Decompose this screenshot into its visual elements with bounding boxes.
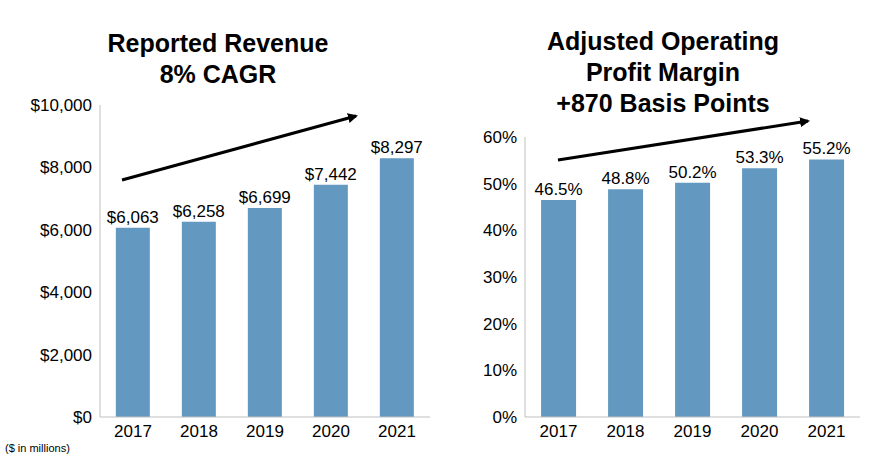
svg-text:48.8%: 48.8% [601,169,649,188]
svg-text:$6,258: $6,258 [173,202,225,221]
svg-text:46.5%: 46.5% [534,180,582,199]
html-text:Profit Margin: Profit Margin [585,58,741,86]
svg-text:50.2%: 50.2% [668,163,716,182]
svg-text:2021: 2021 [378,422,416,441]
svg-text:40%: 40% [483,221,517,240]
svg-text:2020: 2020 [312,422,350,441]
svg-text:2017: 2017 [114,422,152,441]
svg-text:$6,000: $6,000 [40,221,92,240]
svg-text:$2,000: $2,000 [40,346,92,365]
svg-text:0%: 0% [492,408,517,427]
svg-text:2018: 2018 [607,422,645,441]
html-text:($ in millions): ($ in millions) [5,442,70,454]
svg-text:$8,297: $8,297 [371,138,423,157]
svg-text:2021: 2021 [808,422,846,441]
svg-text:2017: 2017 [540,422,578,441]
svg-text:2018: 2018 [180,422,218,441]
svg-text:50%: 50% [483,175,517,194]
svg-text:$4,000: $4,000 [40,283,92,302]
svg-text:20%: 20% [483,315,517,334]
svg-text:$0: $0 [73,408,92,427]
svg-text:55.2%: 55.2% [802,139,850,158]
html-text:Reported Revenue: Reported Revenue [107,29,329,57]
svg-text:$10,000: $10,000 [31,96,92,115]
svg-text:$8,000: $8,000 [40,158,92,177]
html-text:8% CAGR: 8% CAGR [159,60,277,88]
svg-text:$6,699: $6,699 [239,188,291,207]
html-text:Adjusted Operating: Adjusted Operating [547,27,779,55]
svg-text:53.3%: 53.3% [735,148,783,167]
svg-text:10%: 10% [483,361,517,380]
svg-text:$7,442: $7,442 [305,165,357,184]
html-text:+870 Basis Points: +870 Basis Points [556,89,770,117]
svg-text:2019: 2019 [246,422,284,441]
svg-text:30%: 30% [483,268,517,287]
svg-text:$6,063: $6,063 [107,208,159,227]
svg-text:2020: 2020 [741,422,779,441]
svg-text:60%: 60% [483,128,517,147]
svg-text:2019: 2019 [674,422,712,441]
